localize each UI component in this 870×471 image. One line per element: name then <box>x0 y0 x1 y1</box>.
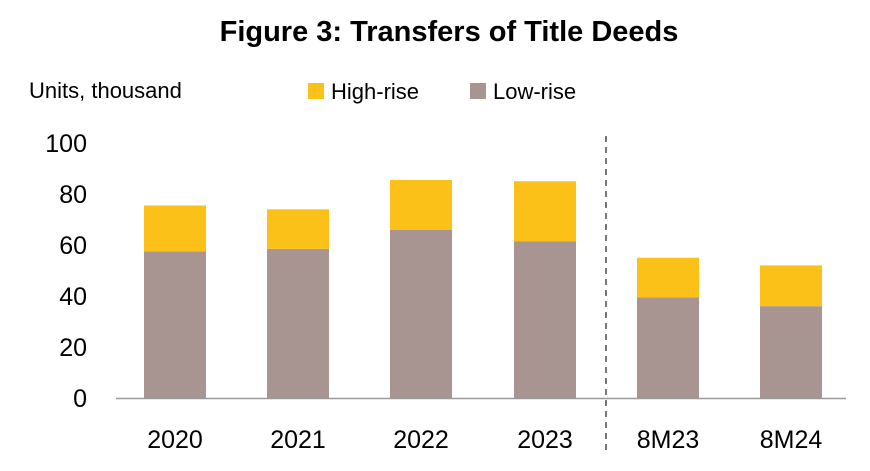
y-tick-label: 40 <box>59 283 87 311</box>
legend-label-high-rise: High-rise <box>331 79 419 104</box>
bar-low-rise <box>267 248 329 398</box>
legend: High-rise Low-rise <box>308 79 576 104</box>
x-tick-label: 2021 <box>270 426 326 454</box>
x-tick-label: 8M24 <box>760 426 823 454</box>
bar-high-rise <box>267 209 329 249</box>
y-tick-label: 20 <box>59 334 87 362</box>
bars <box>144 179 822 398</box>
x-axis-ticks: 2020 2021 2022 2023 8M23 8M24 <box>147 426 822 454</box>
bar-high-rise <box>637 257 699 298</box>
x-tick-label: 2022 <box>393 426 449 454</box>
chart-title: Figure 3: Transfers of Title Deeds <box>220 16 679 48</box>
bar-high-rise <box>390 179 452 230</box>
y-axis-ticks: 0 20 40 60 80 100 <box>45 130 87 413</box>
bar-high-rise <box>514 181 576 242</box>
bar-low-rise <box>514 241 576 398</box>
legend-swatch-low-rise <box>470 83 486 99</box>
y-axis-label: Units, thousand <box>29 78 182 103</box>
y-tick-label: 0 <box>73 385 87 413</box>
x-tick-label: 2020 <box>147 426 203 454</box>
legend-swatch-high-rise <box>308 83 324 99</box>
bar-low-rise <box>390 229 452 398</box>
x-tick-label: 8M23 <box>637 426 700 454</box>
bar-low-rise <box>760 306 822 398</box>
bar-low-rise <box>144 251 206 398</box>
y-tick-label: 60 <box>59 232 87 260</box>
y-tick-label: 80 <box>59 181 87 209</box>
x-tick-label: 2023 <box>517 426 573 454</box>
bar-high-rise <box>144 205 206 252</box>
bar-high-rise <box>760 265 822 307</box>
y-tick-label: 100 <box>45 130 87 158</box>
bar-low-rise <box>637 297 699 398</box>
legend-label-low-rise: Low-rise <box>493 79 576 104</box>
